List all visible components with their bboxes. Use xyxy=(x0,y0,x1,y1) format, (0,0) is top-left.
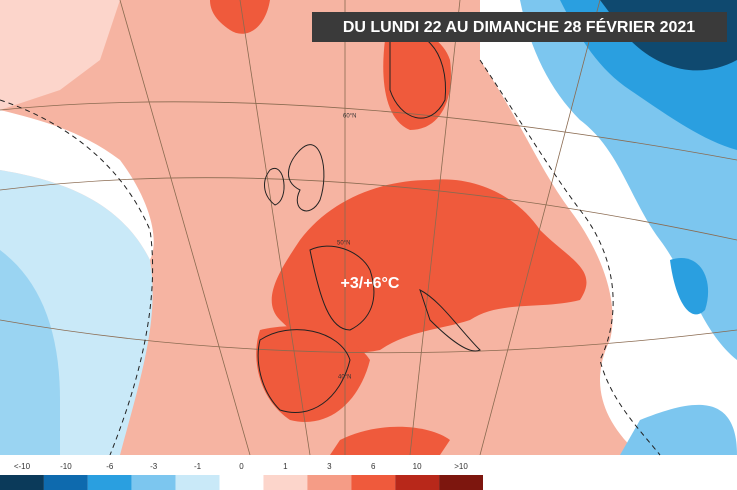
anomaly-area xyxy=(0,0,120,110)
anomaly-annotation: +3/+6°C xyxy=(341,275,400,292)
legend-label: -1 xyxy=(194,462,202,471)
legend-label: -10 xyxy=(60,462,72,471)
legend-swatch xyxy=(439,475,483,490)
legend-swatch xyxy=(131,475,176,490)
title: DU LUNDI 22 AU DIMANCHE 28 FÉVRIER 2021 xyxy=(343,17,695,36)
legend-swatch xyxy=(175,475,220,490)
legend-swatch xyxy=(219,475,264,490)
legend-swatch xyxy=(395,475,440,490)
legend-swatch xyxy=(0,475,44,490)
latitude-label: 40°N xyxy=(338,375,351,381)
anomaly-area xyxy=(0,110,154,260)
legend-swatch xyxy=(307,475,352,490)
legend-label: -3 xyxy=(150,462,158,471)
anomaly-area xyxy=(271,179,587,353)
legend-label: -6 xyxy=(106,462,114,471)
legend-swatch xyxy=(351,475,396,490)
legend-label: 3 xyxy=(327,462,332,471)
title-box xyxy=(312,12,727,42)
anomaly-area xyxy=(383,29,451,130)
legend-label: 10 xyxy=(413,462,422,471)
anomaly-area xyxy=(0,250,60,455)
latitude-label: 60°N xyxy=(343,114,356,120)
anomaly-area xyxy=(670,258,709,315)
legend-label: 6 xyxy=(371,462,376,471)
legend-label: 0 xyxy=(239,462,244,471)
legend-swatch xyxy=(263,475,308,490)
latitude-label: 50°N xyxy=(337,241,350,247)
legend: <-10 -10 -6 -3 -1 0 1 3 6 10 >10 xyxy=(0,462,483,490)
legend-swatch xyxy=(43,475,88,490)
zero-contour xyxy=(0,59,661,456)
legend-label: <-10 xyxy=(14,462,31,471)
legend-label: >10 xyxy=(454,462,468,471)
legend-label: 1 xyxy=(283,462,288,471)
graticule xyxy=(0,0,737,456)
legend-swatch xyxy=(87,475,132,490)
anomaly-area xyxy=(330,426,450,455)
anomaly-area xyxy=(210,0,270,34)
coastlines xyxy=(257,33,481,414)
